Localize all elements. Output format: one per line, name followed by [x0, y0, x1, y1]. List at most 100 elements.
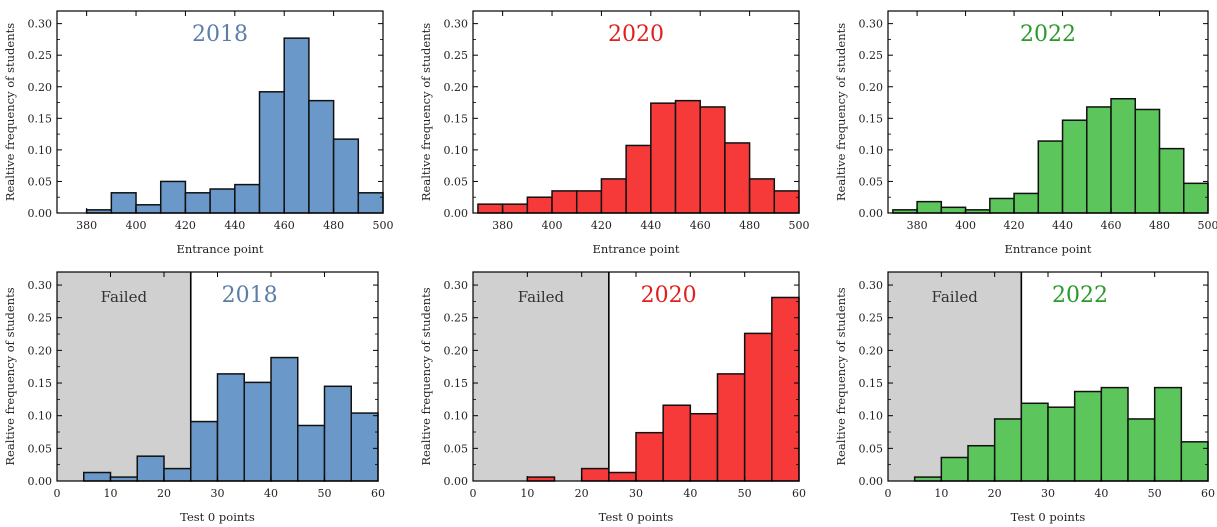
y-tick-label: 0.30	[28, 18, 53, 31]
histogram-bar	[136, 455, 165, 482]
histogram-bar	[1020, 402, 1049, 482]
x-tick-label: 10	[520, 487, 534, 500]
histogram-bar	[332, 138, 360, 214]
x-tick-label: 50	[738, 487, 752, 500]
histogram-bar	[551, 190, 578, 214]
x-tick-label: 20	[575, 487, 589, 500]
x-axis-label: Entrance point	[592, 242, 679, 256]
x-tick-label: 460	[1101, 219, 1122, 232]
histogram-bar	[283, 37, 310, 214]
y-tick-label: 0.10	[28, 144, 53, 157]
x-tick-label: 10	[104, 487, 118, 500]
histogram-bar	[501, 203, 529, 214]
x-tick-label: 40	[1094, 487, 1108, 500]
y-tick-label: 0.00	[859, 207, 884, 220]
y-tick-label: 0.00	[444, 207, 469, 220]
histogram-bar	[580, 467, 610, 482]
histogram-bar	[625, 144, 652, 214]
y-axis-label: Realtive frequency of students	[834, 23, 848, 201]
x-tick-label: 460	[690, 219, 711, 232]
x-tick-label: 420	[591, 219, 612, 232]
x-tick-label: 480	[1149, 219, 1170, 232]
histogram-bar	[1134, 108, 1161, 214]
histogram-bar	[1127, 418, 1156, 482]
y-tick-label: 0.30	[859, 279, 884, 292]
histogram-bar	[1158, 147, 1185, 214]
failed-region	[57, 272, 191, 481]
x-tick-label: 20	[157, 487, 171, 500]
histogram-bar	[163, 467, 192, 482]
y-tick-label: 0.15	[444, 377, 469, 390]
x-tick-label: 0	[470, 487, 477, 500]
x-tick-label: 400	[126, 219, 147, 232]
failed-label: Failed	[518, 288, 565, 306]
x-tick-label: 50	[318, 487, 332, 500]
x-tick-label: 500	[789, 219, 810, 232]
y-axis-label: Realtive frequency of students	[834, 287, 848, 465]
x-tick-label: 60	[792, 487, 806, 500]
histogram-bar	[608, 471, 637, 482]
histogram-bar	[967, 444, 996, 482]
histogram-bar	[1100, 386, 1129, 482]
y-tick-label: 0.10	[444, 144, 469, 157]
histogram-bar	[689, 412, 719, 482]
histogram-bar	[600, 178, 627, 214]
x-tick-label: 500	[1198, 219, 1217, 232]
plot-frame	[56, 10, 384, 214]
y-tick-label: 0.10	[859, 144, 884, 157]
failed-label: Failed	[931, 288, 978, 306]
x-axis-label: Test 0 points	[180, 510, 255, 524]
chart-panel-2: 0.00 0.05 0.10 0.15 0.20 0.25 0.30 380 400 420 440…	[419, 10, 810, 256]
histogram-bar	[743, 332, 773, 482]
histogram-bar	[771, 296, 800, 482]
x-tick-label: 400	[955, 219, 976, 232]
y-tick-label: 0.05	[28, 175, 53, 188]
x-tick-label: 20	[988, 487, 1002, 500]
x-tick-label: 380	[492, 219, 513, 232]
histogram-bar	[1047, 406, 1076, 482]
histogram-bar	[184, 192, 211, 214]
histogram-bar	[940, 456, 969, 482]
chart-panel-1: 0.00 0.05 0.10 0.15 0.20 0.25 0.30 380 400 420 440…	[3, 10, 394, 256]
x-tick-label: 440	[640, 219, 661, 232]
y-tick-label: 0.15	[859, 112, 884, 125]
y-tick-label: 0.10	[859, 410, 884, 423]
y-tick-label: 0.05	[859, 175, 884, 188]
y-tick-label: 0.15	[444, 112, 469, 125]
y-tick-label: 0.15	[28, 377, 53, 390]
x-tick-label: 500	[373, 219, 394, 232]
y-tick-label: 0.20	[444, 81, 469, 94]
y-tick-label: 0.25	[28, 49, 53, 62]
histogram-bar	[209, 188, 236, 214]
histogram-bar	[1073, 390, 1103, 482]
x-tick-label: 380	[76, 219, 97, 232]
y-tick-label: 0.00	[28, 207, 53, 220]
histogram-bar	[1013, 192, 1040, 214]
x-axis-label: Entrance point	[176, 242, 263, 256]
histogram-bar	[650, 102, 677, 214]
y-tick-label: 0.30	[444, 18, 469, 31]
chart-panel-6: Failed 0.00 0.05 0.10 0.15 0.20 0.25 0.30 0 10 20 3…	[834, 271, 1215, 524]
histogram-bar	[1037, 140, 1064, 214]
histogram-bar	[110, 192, 137, 214]
y-tick-label: 0.15	[859, 377, 884, 390]
histogram-bar	[699, 106, 726, 214]
chart-panel-4: Failed 0.00 0.05 0.10 0.15 0.20 0.25 0.30 0 10 20 3…	[3, 271, 385, 524]
histogram-bar	[270, 356, 299, 482]
x-tick-label: 30	[1041, 487, 1055, 500]
y-tick-label: 0.20	[28, 344, 53, 357]
y-axis-label: Realtive frequency of students	[3, 23, 17, 201]
x-tick-label: 60	[371, 487, 385, 500]
histogram-bar	[635, 431, 664, 482]
histogram-bar	[216, 373, 245, 482]
chart-panel-3: 0.00 0.05 0.10 0.15 0.20 0.25 0.30 380 400 420 440…	[834, 10, 1217, 256]
x-axis-label: Entrance point	[1004, 242, 1091, 256]
histogram-bar	[1110, 97, 1137, 214]
histogram-bar	[1183, 182, 1209, 214]
x-tick-label: 420	[175, 219, 196, 232]
x-tick-label: 30	[629, 487, 643, 500]
y-tick-label: 0.05	[444, 442, 469, 455]
histogram-bar	[1086, 106, 1112, 214]
y-tick-label: 0.00	[28, 475, 53, 488]
y-tick-label: 0.25	[28, 312, 53, 325]
